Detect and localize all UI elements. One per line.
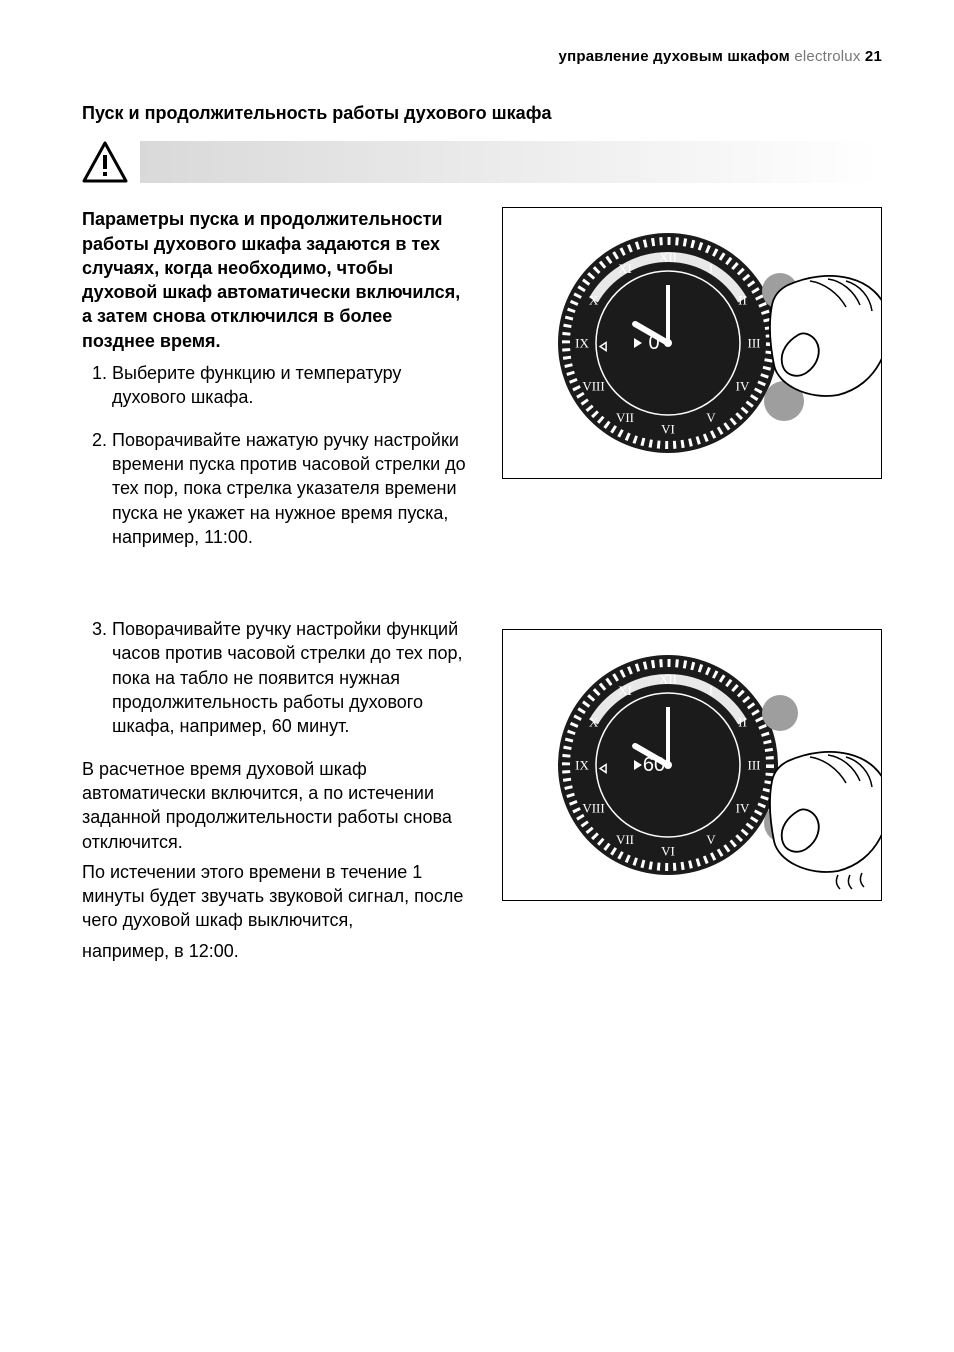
clock-diagram-2: XIIIIIIIIIVVVIVIIVIIIIXXXI60 bbox=[503, 630, 881, 900]
svg-text:IV: IV bbox=[736, 801, 750, 816]
page-title: Пуск и продолжительность работы духового… bbox=[82, 101, 882, 125]
steps-list: Выберите функцию и температуру духового … bbox=[82, 361, 466, 549]
svg-text:V: V bbox=[706, 832, 716, 847]
left-column: Параметры пуска и продолжительности рабо… bbox=[82, 207, 466, 969]
paragraph-3: например, в 12:00. bbox=[82, 939, 466, 963]
warning-banner bbox=[82, 141, 882, 183]
svg-text:VII: VII bbox=[616, 832, 634, 847]
header-section: управление духовым шкафом bbox=[559, 48, 790, 65]
warning-gradient bbox=[140, 141, 882, 183]
clock-diagram-1: XIIIIIIIIIVVVIVIIVIIIIXXXI0 bbox=[503, 208, 881, 478]
paragraph-1: В расчетное время духовой шкаф автоматич… bbox=[82, 757, 466, 854]
svg-text:IX: IX bbox=[575, 758, 589, 773]
svg-text:VI: VI bbox=[661, 422, 675, 437]
lead-paragraph: Параметры пуска и продолжительности рабо… bbox=[82, 207, 466, 353]
warning-icon bbox=[82, 141, 128, 183]
paragraph-2: По истечении этого времени в течение 1 м… bbox=[82, 860, 466, 933]
svg-text:III: III bbox=[748, 336, 761, 351]
svg-text:IX: IX bbox=[575, 336, 589, 351]
figure-2: XIIIIIIIIIVVVIVIIVIIIIXXXI60 bbox=[502, 629, 882, 901]
step-2: Поворачивайте нажатую ручку настройки вр… bbox=[112, 428, 466, 549]
header-page-number: 21 bbox=[865, 48, 882, 65]
right-column: XIIIIIIIIIVVVIVIIVIIIIXXXI0 XIIIIIIIIIVV… bbox=[502, 207, 882, 969]
svg-text:V: V bbox=[706, 410, 716, 425]
svg-text:VIII: VIII bbox=[582, 801, 604, 816]
svg-text:III: III bbox=[748, 758, 761, 773]
svg-text:VIII: VIII bbox=[582, 379, 604, 394]
steps-list-cont: Поворачивайте ручку настройки функций ча… bbox=[82, 617, 466, 738]
svg-text:VI: VI bbox=[661, 844, 675, 859]
header-brand: electrolux bbox=[794, 48, 860, 65]
figure-1: XIIIIIIIIIVVVIVIIVIIIIXXXI0 bbox=[502, 207, 882, 479]
svg-text:IV: IV bbox=[736, 379, 750, 394]
step-1: Выберите функцию и температуру духового … bbox=[112, 361, 466, 410]
step-3: Поворачивайте ручку настройки функций ча… bbox=[112, 617, 466, 738]
page-header: управление духовым шкафом electrolux 21 bbox=[82, 48, 882, 65]
svg-text:VII: VII bbox=[616, 410, 634, 425]
